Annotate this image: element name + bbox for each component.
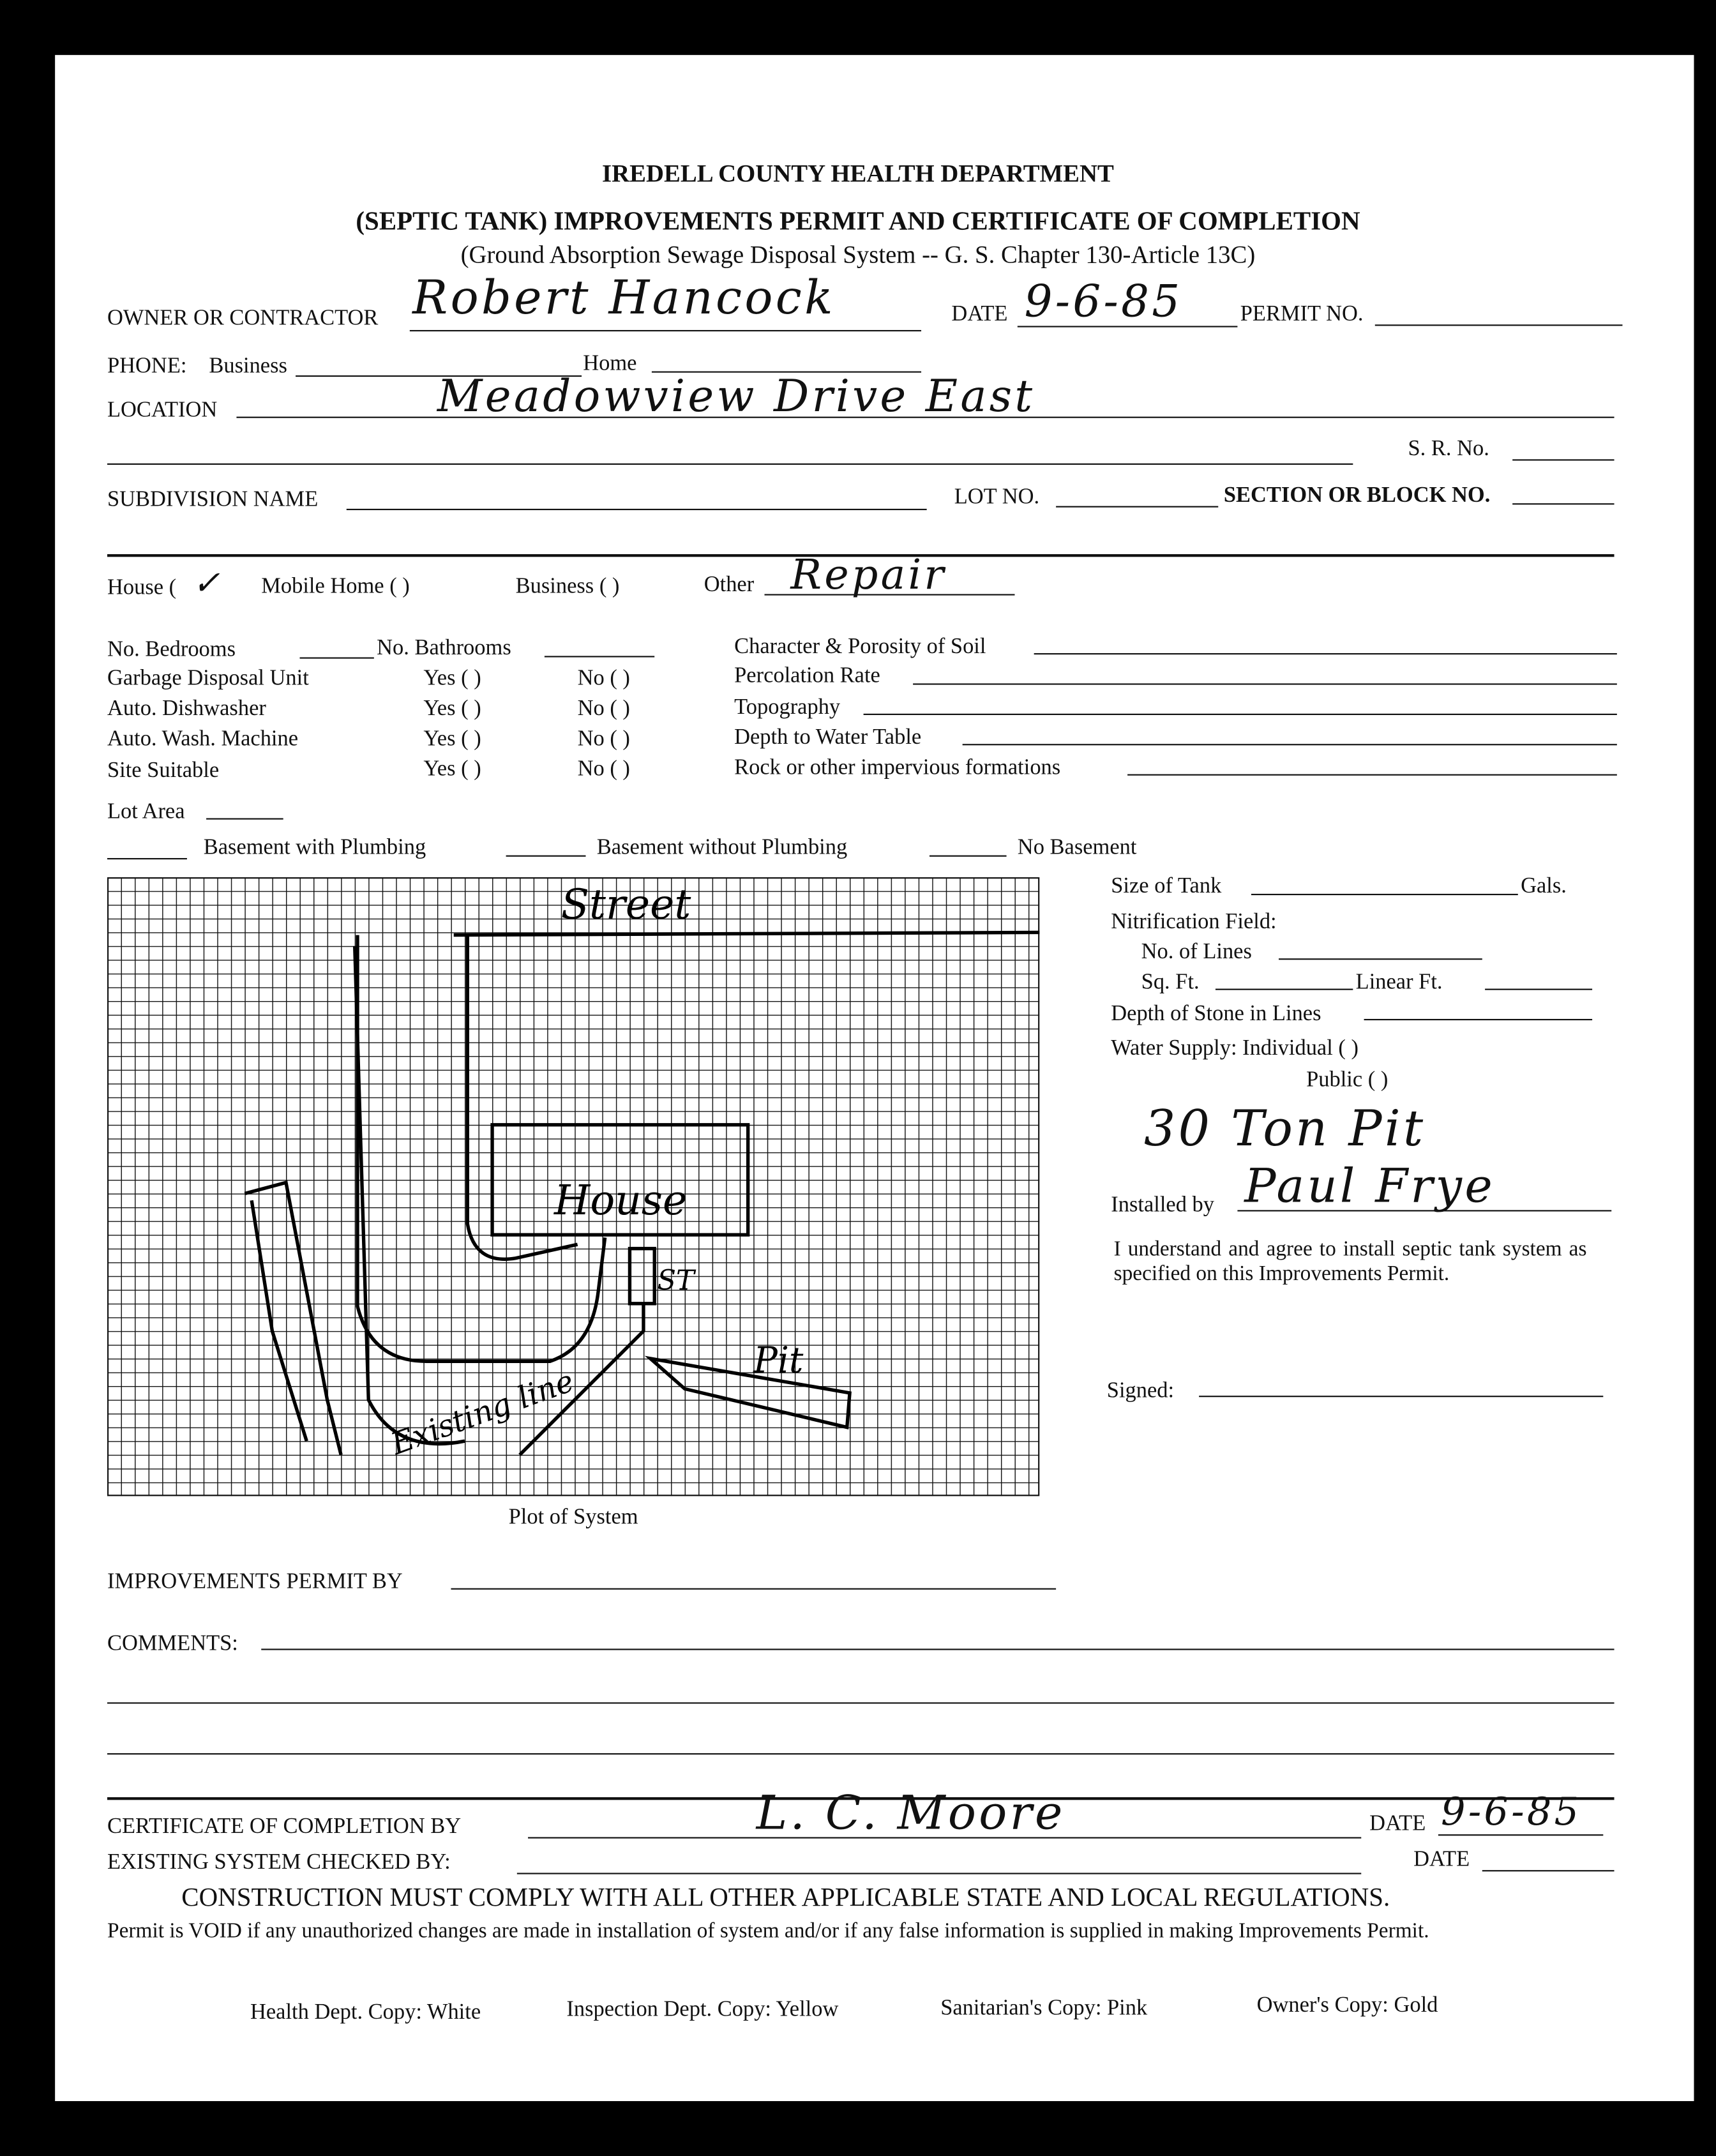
form-subtitle: (Ground Absorption Sewage Disposal Syste… [460,240,1256,268]
section-field[interactable] [1512,503,1614,505]
copy-sanitarian: Sanitarian's Copy: Pink [940,1996,1148,2020]
water-supply-individual[interactable]: Water Supply: Individual ( ) [1111,1036,1358,1060]
lot-area-label: Lot Area [107,800,185,824]
basement-with-label: Basement with Plumbing [203,836,426,860]
house-checkmark[interactable]: ✓ [192,564,223,603]
permit-no-label: PERMIT NO. [1240,302,1364,326]
certificate-signature: L. C. Moore [756,1786,1065,1841]
wash-machine-yes[interactable]: Yes ( ) [423,727,481,751]
date-label: DATE [951,302,1008,326]
handwritten-note: 30 Ton Pit [1143,1101,1426,1158]
wash-machine-label: Auto. Wash. Machine [107,727,299,751]
signed-field[interactable] [1199,1396,1604,1398]
compliance-notice: CONSTRUCTION MUST COMPLY WITH ALL OTHER … [181,1883,1390,1913]
home-phone-field[interactable] [651,371,922,373]
certificate-by-label: CERTIFICATE OF COMPLETION BY [107,1815,462,1839]
bathrooms-label: No. Bathrooms [377,637,511,660]
location-value: Meadowview Drive East [437,370,1035,423]
plot-caption: Plot of System [508,1505,638,1530]
installed-by-label: Installed by [1111,1193,1215,1217]
garbage-yes[interactable]: Yes ( ) [423,667,481,691]
business-phone-label: Business [209,354,287,379]
dishwasher-yes[interactable]: Yes ( ) [423,697,481,721]
water-supply-public[interactable]: Public ( ) [1306,1068,1389,1092]
tank-size-field[interactable] [1251,893,1518,896]
linear-ft-label: Linear Ft. [1355,970,1443,995]
gals-label: Gals. [1521,874,1567,898]
owner-value: Robert Hancock [412,271,836,326]
sr-no-label: S. R. No. [1408,437,1489,461]
lines-label: No. of Lines [1141,940,1252,964]
lot-no-label: LOT NO. [954,485,1040,509]
phone-label: PHONE: [107,354,187,379]
mobile-home-label[interactable]: Mobile Home ( ) [261,575,410,598]
topography-label: Topography [734,695,841,720]
existing-checked-field[interactable] [516,1873,1362,1874]
tank-size-label: Size of Tank [1111,874,1222,898]
site-suitable-no[interactable]: No ( ) [577,757,630,781]
copy-health: Health Dept. Copy: White [250,2000,481,2024]
comments-field[interactable] [261,1648,1614,1650]
dishwasher-label: Auto. Dishwasher [107,697,266,721]
rock-label: Rock or other impervious formations [734,756,1061,780]
plot-street-label: Street [561,881,692,929]
dishwasher-no[interactable]: No ( ) [577,697,630,721]
location-label: LOCATION [107,398,218,423]
wash-machine-no[interactable]: No ( ) [577,727,630,751]
nitrification-label: Nitrification Field: [1111,910,1277,934]
void-notice: Permit is VOID if any unauthorized chang… [107,1919,1429,1943]
improvements-by-field[interactable] [451,1588,1057,1590]
section-label: SECTION OR BLOCK NO. [1223,484,1491,508]
date-value: 9-6-85 [1024,275,1183,328]
improvements-by-label: IMPROVEMENTS PERMIT BY [107,1570,403,1594]
subdivision-field[interactable] [346,508,927,511]
stone-depth-label: Depth of Stone in Lines [1111,1002,1321,1026]
copy-inspection: Inspection Dept. Copy: Yellow [566,1998,839,2022]
plot-grid: Street House ST Pit Existing line [107,877,1040,1496]
business-type-label[interactable]: Business ( ) [515,575,620,598]
lot-no-field[interactable] [1056,506,1219,508]
cert-date-value: 9-6-85 [1441,1789,1582,1835]
existing-checked-label: EXISTING SYSTEM CHECKED BY: [107,1851,451,1874]
agency-title: IREDELL COUNTY HEALTH DEPARTMENT [602,159,1114,187]
soil-label: Character & Porosity of Soil [734,635,986,659]
home-phone-label: Home [583,352,637,375]
site-suitable-yes[interactable]: Yes ( ) [423,757,481,781]
percolation-label: Percolation Rate [734,664,880,688]
business-phone-field[interactable] [296,375,582,377]
cert-date-label: DATE [1369,1812,1426,1836]
permit-no-field[interactable] [1374,324,1623,326]
form-title: (SEPTIC TANK) IMPROVEMENTS PERMIT AND CE… [356,207,1360,237]
basement-without-label: Basement without Plumbing [596,836,848,860]
plot-pit-label: Pit [753,1339,804,1381]
garbage-no[interactable]: No ( ) [577,667,630,691]
plot-st-label: ST [658,1265,697,1297]
sqft-label: Sq. Ft. [1141,970,1200,995]
comments-label: COMMENTS: [107,1632,238,1656]
no-basement-label: No Basement [1017,836,1137,860]
agreement-text: I understand and agree to install septic… [1113,1237,1587,1286]
bedrooms-label: No. Bedrooms [107,638,236,661]
subdivision-label: SUBDIVISION NAME [107,488,319,512]
installed-by-value: Paul Frye [1244,1159,1495,1214]
garbage-disposal-label: Garbage Disposal Unit [107,667,309,691]
plot-sketch [244,930,1040,1456]
owner-label: OWNER OR CONTRACTOR [107,306,379,330]
plot-house-label: House [553,1177,687,1225]
other-value: Repair [790,551,947,600]
site-suitable-label: Site Suitable [107,758,220,783]
other-label: Other [704,573,755,597]
house-label: House ( [107,576,177,600]
existing-date-label: DATE [1413,1848,1470,1872]
copy-owner: Owner's Copy: Gold [1256,1994,1438,2017]
signed-label: Signed: [1106,1379,1175,1403]
water-table-label: Depth to Water Table [734,726,922,750]
sr-no-field[interactable] [1512,459,1614,461]
